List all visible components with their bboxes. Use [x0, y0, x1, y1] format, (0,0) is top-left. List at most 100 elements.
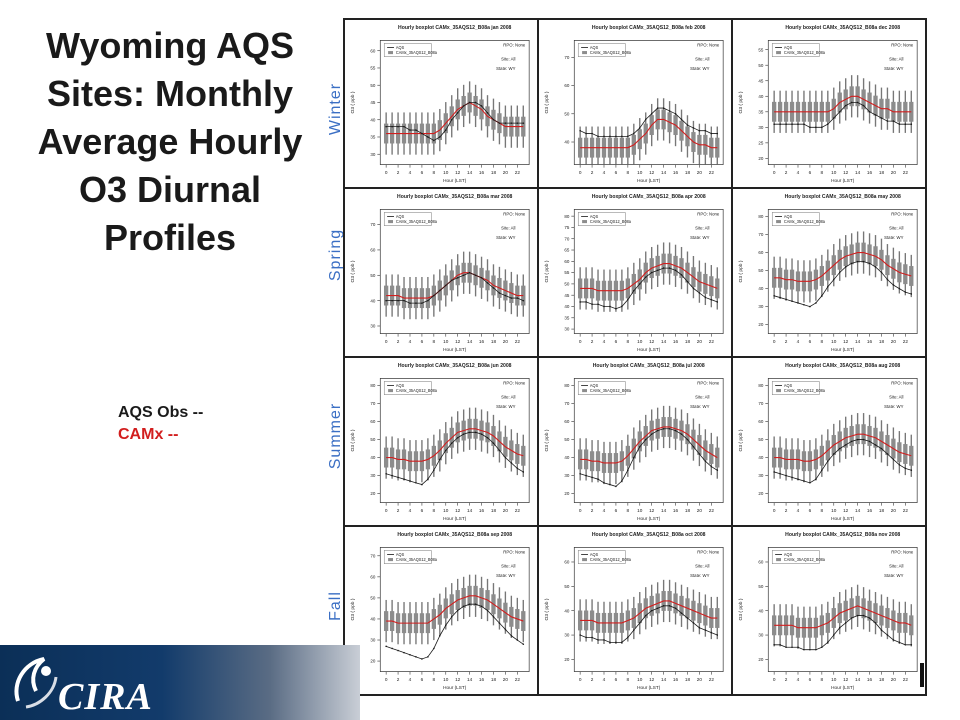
model-line: [774, 95, 912, 113]
x-tick-label: 10: [443, 677, 449, 683]
obs-point: [874, 444, 877, 446]
legend-model-swatch: [776, 51, 781, 55]
x-tick-label: 16: [867, 170, 873, 176]
obs-point: [880, 271, 883, 274]
legend-model-text: CAMx_35AQS12_B08a: [590, 557, 632, 562]
obs-point: [850, 101, 853, 104]
obs-point: [791, 646, 793, 649]
x-tick-label: 12: [649, 508, 655, 514]
model-line: [386, 595, 524, 624]
obs-point: [415, 302, 417, 304]
y-tick-label: 70: [370, 401, 375, 406]
y-tick-label: 40: [370, 298, 375, 303]
legend-obs-text: AQS: [590, 552, 599, 557]
obs-point: [421, 302, 423, 304]
x-tick-label: 16: [479, 508, 485, 514]
obs-point: [698, 129, 701, 132]
obs-point: [522, 122, 525, 125]
obs-point: [498, 292, 501, 294]
x-tick-label: 0: [385, 508, 388, 514]
boxplot-panel: Hourly boxplot CAMx_35AQS12_B08a nov 200…: [733, 527, 925, 694]
model-box: [577, 137, 583, 158]
slide-title: Wyoming AQS Sites: Monthly Average Hourl…: [37, 25, 303, 258]
state-label: State: WY: [496, 404, 515, 409]
obs-line: [579, 605, 718, 643]
y-tick-label: 80: [564, 383, 569, 388]
obs-point: [838, 626, 841, 629]
obs-point: [904, 123, 907, 126]
boxplot-chart: Hourly boxplot CAMx_35AQS12_B08a apr 200…: [544, 194, 724, 353]
obs-point: [615, 307, 617, 310]
plot-frame: [573, 209, 724, 334]
legend-model-text: CAMx_35AQS12_B08a: [396, 219, 438, 224]
x-tick-label: 20: [891, 677, 897, 683]
y-tick-label: 50: [564, 111, 569, 116]
obs-point: [409, 129, 411, 131]
x-tick-label: 8: [627, 170, 630, 176]
x-tick-label: 8: [821, 339, 824, 345]
x-tick-label: 0: [579, 677, 582, 683]
x-tick-label: 10: [831, 677, 837, 683]
x-tick-label: 14: [661, 508, 667, 514]
legend-box: [577, 550, 626, 564]
obs-point: [633, 289, 635, 292]
x-tick-label: 2: [397, 508, 400, 514]
x-axis-label: Hour (LST): [637, 685, 661, 691]
obs-point: [874, 622, 877, 624]
x-tick-label: 0: [579, 508, 582, 514]
obs-point: [644, 438, 647, 441]
obs-point: [415, 129, 417, 131]
obs-point: [468, 431, 471, 434]
y-tick-label: 50: [758, 584, 763, 589]
obs-point: [662, 427, 665, 430]
legend-model-text: CAMx_35AQS12_B08a: [396, 388, 438, 393]
obs-point: [910, 293, 913, 295]
obs-point: [674, 607, 677, 610]
obs-point: [603, 639, 605, 641]
y-tick-label: 50: [564, 437, 569, 442]
x-tick-label: 10: [637, 677, 643, 683]
obs-point: [886, 120, 889, 122]
state-label: State: WY: [690, 235, 709, 240]
x-tick-label: 6: [809, 170, 812, 176]
x-tick-label: 6: [615, 170, 618, 176]
obs-point: [668, 427, 671, 430]
y-tick-label: 60: [370, 574, 375, 579]
obs-point: [621, 135, 623, 138]
x-tick-label: 18: [685, 339, 691, 345]
obs-point: [704, 629, 707, 632]
obs-point: [868, 440, 871, 443]
model-box: [771, 267, 777, 288]
legend-obs-text: AQS: [784, 383, 793, 388]
y-tick-label: 60: [564, 419, 569, 424]
x-tick-label: 4: [409, 170, 412, 176]
x-tick-label: 16: [479, 339, 485, 345]
obs-point: [791, 300, 793, 303]
obs-point: [421, 483, 423, 486]
obs-point: [656, 269, 659, 272]
chart-title: Hourly boxplot CAMx_35AQS12_B08a oct 200…: [592, 532, 706, 538]
x-tick-label: 10: [831, 170, 837, 176]
legend-model-swatch: [582, 389, 587, 393]
obs-point: [710, 465, 713, 468]
boxplot-panel: Hourly boxplot CAMx_35AQS12_B08a sep 200…: [345, 527, 537, 694]
x-tick-label: 2: [591, 508, 594, 514]
chart-title: Hourly boxplot CAMx_35AQS12_B08a sep 200…: [397, 532, 512, 538]
site-label: Site: All: [889, 395, 903, 400]
y-tick-label: 40: [370, 117, 375, 122]
rpo-label: RPO: None: [503, 211, 525, 216]
model-line: [386, 272, 524, 299]
obs-point: [668, 110, 671, 112]
obs-point: [785, 474, 787, 477]
obs-point: [704, 296, 707, 299]
obs-point: [409, 653, 411, 656]
x-tick-label: 16: [479, 677, 485, 683]
plot-frame: [767, 40, 918, 165]
obs-point: [910, 123, 913, 126]
x-tick-label: 2: [397, 677, 400, 683]
x-tick-label: 12: [843, 170, 849, 176]
y-tick-label: 20: [758, 156, 763, 161]
obs-point: [716, 301, 719, 303]
